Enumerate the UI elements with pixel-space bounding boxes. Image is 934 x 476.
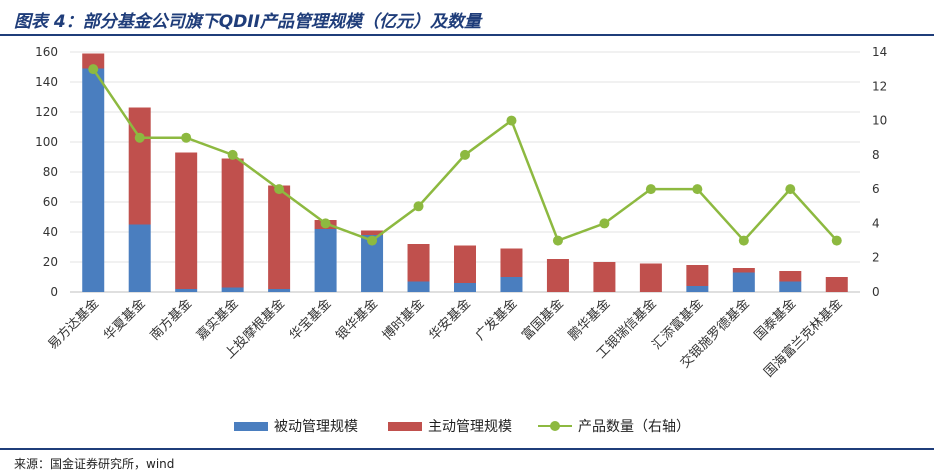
legend-swatch-active [388,421,422,431]
bar-active [454,245,476,283]
source-note: 来源：国金证券研究所，wind [14,457,175,471]
x-tick-label: 南方基金 [147,296,195,344]
y-right-tick-label: 2 [872,251,880,265]
y-right-tick-label: 0 [872,285,880,299]
x-tick-label: 华夏基金 [100,296,148,344]
bar-passive [500,277,523,292]
bar-active [546,259,569,292]
bar-active [361,230,384,235]
y-left-tick-label: 40 [43,225,58,239]
bar-active [407,244,430,282]
x-tick-label: 鹏华基金 [565,296,613,344]
bar-active [686,265,709,286]
bar-passive [407,281,430,292]
count-point [181,132,192,143]
count-point [831,235,842,246]
count-point [785,184,796,195]
bar-passive [732,272,755,292]
count-point [274,184,285,195]
legend-item-passive: 被动管理规模 [234,412,358,440]
legend-swatch-count [538,420,572,432]
y-right-tick-label: 14 [872,45,887,59]
legend-label-passive: 被动管理规模 [274,419,358,435]
y-left-tick-label: 120 [35,105,58,119]
bar-passive [268,289,291,292]
chart-title: 图表 4：部分基金公司旗下QDII产品管理规模（亿元）及数量 [14,12,481,32]
count-point [88,64,99,75]
count-point [645,184,656,195]
bar-passive [361,235,384,292]
count-point [320,218,331,229]
count-point [134,132,145,143]
bar-active [639,263,662,292]
bar-active [593,262,616,292]
chart-svg: 0 20 40 60 80 100 120 140 160 0 2 4 6 8 10 12 14 易方达基金 华夏基… [35,45,887,381]
y-right-tick-label: 10 [872,114,887,128]
y-left-tick-label: 140 [35,75,58,89]
y-left-tick-label: 20 [43,255,58,269]
x-tick-label: 国泰基金 [751,296,799,344]
y-left-tick-label: 100 [35,135,58,149]
legend-swatch-passive [234,421,268,431]
bar-active [82,53,105,69]
x-tick-label: 华安基金 [426,296,474,344]
x-tick-label: 富国基金 [519,296,567,344]
x-tick-label: 国海富兰克林基金 [761,296,846,381]
bar-active [175,152,198,289]
count-point [367,235,378,246]
y-right-tick-label: 12 [872,79,887,93]
legend-item-active: 主动管理规模 [388,412,512,440]
bar-active [500,248,523,277]
bar-passive [82,68,105,292]
count-point [227,149,238,160]
title-bar: 图表 4：部分基金公司旗下QDII产品管理规模（亿元）及数量 [0,0,934,36]
legend-item-count: 产品数量（右轴） [538,412,690,440]
bar-active [779,271,802,282]
x-tick-label: 博时基金 [379,296,427,344]
bar-passive [454,283,476,292]
y-right-tick-label: 8 [872,148,880,162]
x-tick-label: 广发基金 [472,296,520,344]
x-tick-label: 易方达基金 [45,296,102,353]
legend: 被动管理规模 主动管理规模 产品数量（右轴） [0,412,934,440]
x-tick-label: 华宝基金 [286,296,334,344]
count-point [738,235,749,246]
bar-passive [779,281,802,292]
count-point [552,235,563,246]
y-right-tick-label: 6 [872,182,880,196]
y-left-tick-label: 80 [43,165,58,179]
bar-active [732,268,755,273]
footer: 来源：国金证券研究所，wind [0,448,934,476]
count-point [413,201,424,212]
y-left-tick-label: 160 [35,45,58,59]
bar-active [268,185,291,289]
x-tick-label: 嘉实基金 [193,296,241,344]
y-left-tick-label: 60 [43,195,58,209]
count-point [506,115,517,126]
bar-active [825,277,848,292]
bar-passive [314,229,337,292]
y-left-tick-label: 0 [50,285,58,299]
bar-passive [128,224,151,292]
count-point [692,184,703,195]
bar-active [221,158,244,288]
bar-passive [221,287,244,292]
count-point [460,149,470,160]
chart-area: 0 20 40 60 80 100 120 140 160 0 2 4 6 8 10 12 14 易方达基金 华夏基… [0,36,934,446]
legend-label-active: 主动管理规模 [428,419,512,435]
x-tick-label: 银华基金 [333,296,381,344]
legend-label-count: 产品数量（右轴） [578,419,690,435]
y-right-tick-label: 4 [872,216,880,230]
bar-passive [686,286,709,292]
count-point [599,218,610,229]
bar-passive [175,289,198,292]
